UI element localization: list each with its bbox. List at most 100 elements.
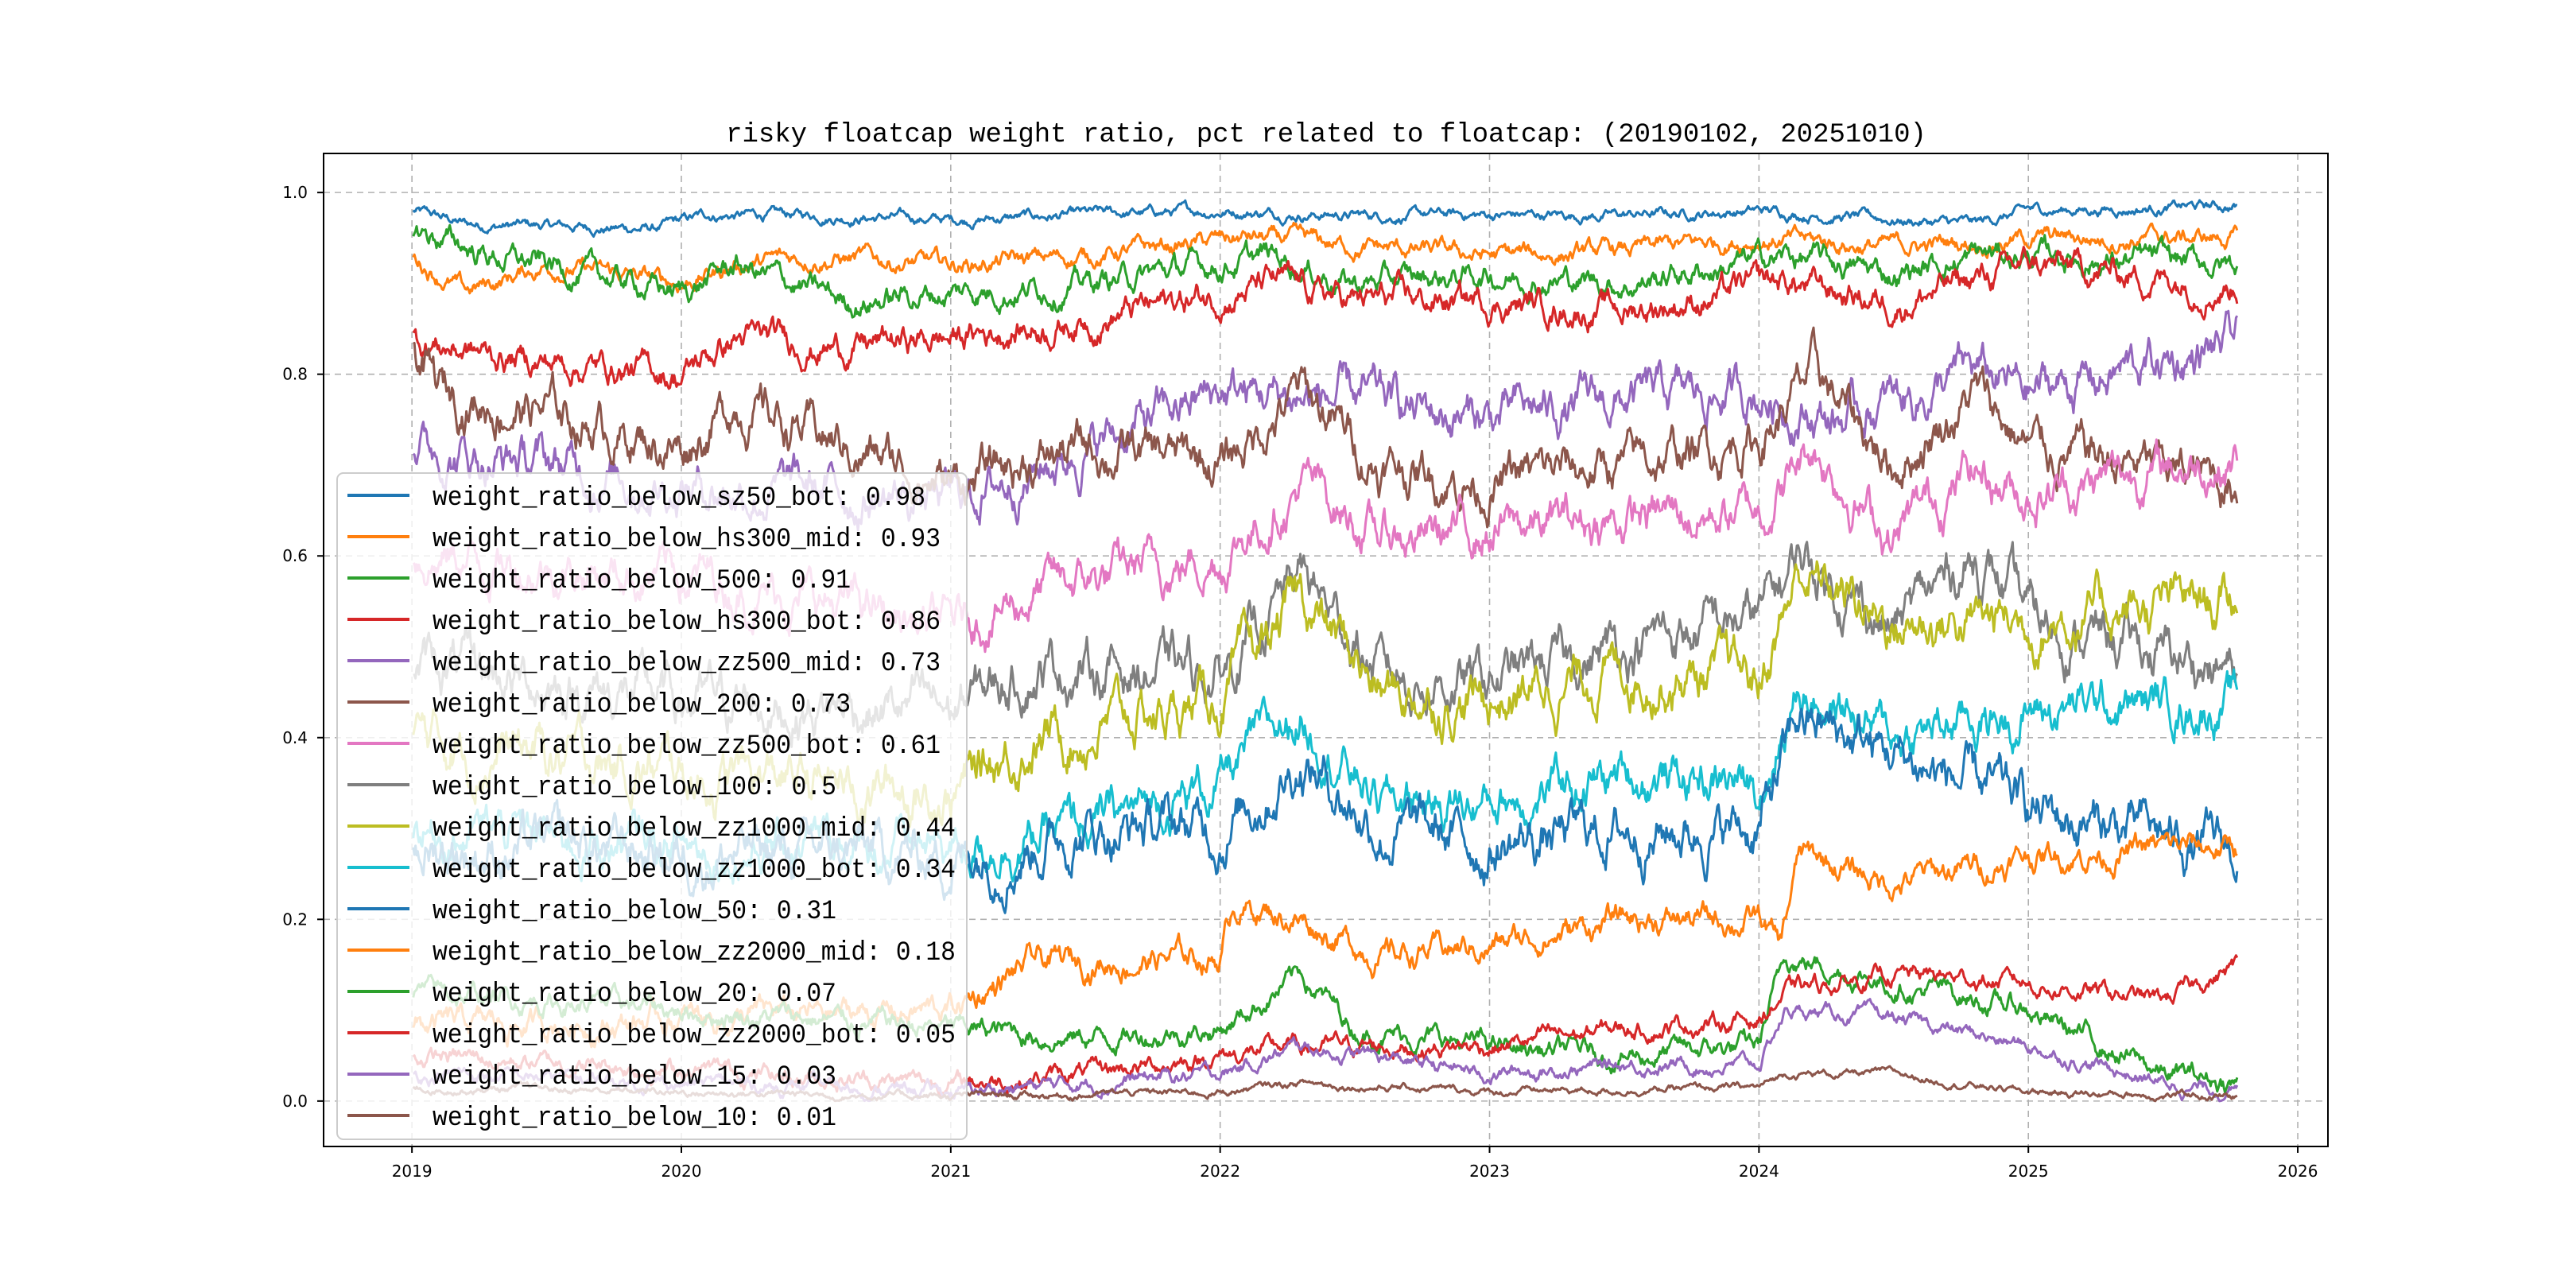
legend-separator: :: [761, 690, 791, 720]
legend-separator: :: [747, 897, 777, 927]
x-tick-label: 2019: [392, 1162, 433, 1181]
legend-label: weight_ratio_below_zz2000_bot: 0.05: [433, 1021, 956, 1051]
series-line-weight-ratio-below-hs300-bot: [412, 246, 2239, 390]
axis-ticks: 2019 2020 2021 2022 2023 2024 2025 2026 0.0 0.2 0.…: [282, 183, 2318, 1181]
legend-label: weight_ratio_below_15: 0.03: [433, 1062, 836, 1092]
y-tick-label: 0.4: [282, 728, 308, 747]
legend-label: weight_ratio_below_20: 0.07: [433, 980, 836, 1010]
legend-box: [336, 472, 968, 1140]
legend-separator: :: [866, 938, 896, 968]
legend-series-value: 0.61: [881, 731, 941, 762]
legend-label: weight_ratio_below_100: 0.5: [433, 773, 836, 803]
legend-series-value: 0.93: [881, 525, 941, 555]
legend-series-name: weight_ratio_below_zz2000_mid: [433, 938, 866, 968]
legend-series-name: weight_ratio_below_100: [433, 773, 762, 803]
y-tick-label: 0.6: [282, 546, 308, 565]
legend-item: weight_ratio_below_zz2000_mid: 0.18: [347, 938, 956, 968]
legend-item: weight_ratio_below_10: 0.01: [347, 1104, 836, 1134]
legend-series-name: weight_ratio_below_200: [433, 690, 761, 720]
x-tick-label: 2026: [2278, 1162, 2318, 1181]
legend: weight_ratio_below_sz50_bot: 0.98weight_…: [336, 472, 968, 1140]
legend-series-name: weight_ratio_below_sz50_bot: [433, 483, 836, 514]
legend-label: weight_ratio_below_10: 0.01: [433, 1104, 836, 1134]
legend-series-name: weight_ratio_below_zz2000_bot: [433, 1021, 866, 1051]
legend-series-value: 0.31: [777, 897, 836, 927]
legend-label: weight_ratio_below_50: 0.31: [433, 897, 836, 927]
legend-item: weight_ratio_below_zz500_mid: 0.73: [347, 649, 941, 679]
legend-item: weight_ratio_below_500: 0.91: [347, 566, 851, 596]
x-tick-label: 2025: [2008, 1162, 2049, 1181]
x-tick-label: 2024: [1739, 1162, 1779, 1181]
legend-separator: :: [747, 1062, 777, 1092]
legend-separator: :: [866, 1021, 896, 1051]
legend-item: weight_ratio_below_hs300_bot: 0.86: [347, 607, 941, 638]
y-tick-label: 0.8: [282, 365, 308, 384]
legend-separator: :: [851, 525, 881, 555]
legend-label: weight_ratio_below_zz2000_mid: 0.18: [433, 938, 956, 968]
legend-series-value: 0.86: [881, 607, 941, 638]
legend-series-name: weight_ratio_below_zz1000_bot: [433, 855, 866, 886]
legend-separator: :: [747, 1104, 777, 1134]
legend-series-value: 0.34: [896, 855, 956, 886]
legend-item: weight_ratio_below_sz50_bot: 0.98: [347, 483, 925, 514]
legend-series-value: 0.91: [791, 566, 851, 596]
legend-label: weight_ratio_below_500: 0.91: [433, 566, 851, 596]
legend-series-value: 0.18: [896, 938, 956, 968]
legend-label: weight_ratio_below_zz1000_bot: 0.34: [433, 855, 956, 886]
legend-separator: :: [866, 855, 896, 886]
legend-separator: :: [747, 980, 777, 1010]
series-line-weight-ratio-below-500: [412, 223, 2239, 319]
legend-item: weight_ratio_below_20: 0.07: [347, 980, 836, 1010]
y-tick-label: 0.2: [282, 910, 308, 929]
legend-label: weight_ratio_below_hs300_mid: 0.93: [433, 525, 941, 555]
legend-item: weight_ratio_below_zz1000_bot: 0.34: [347, 855, 956, 886]
legend-label: weight_ratio_below_sz50_bot: 0.98: [433, 483, 925, 514]
y-tick-label: 0.0: [282, 1092, 308, 1111]
legend-label: weight_ratio_below_zz1000_mid: 0.44: [433, 814, 956, 844]
legend-series-name: weight_ratio_below_zz500_mid: [433, 649, 851, 679]
legend-item: weight_ratio_below_15: 0.03: [347, 1062, 836, 1092]
legend-label: weight_ratio_below_zz500_bot: 0.61: [433, 731, 941, 762]
legend-item: weight_ratio_below_zz2000_bot: 0.05: [347, 1021, 956, 1051]
legend-separator: :: [762, 773, 792, 803]
chart-title: risky floatcap weight ratio, pct related…: [726, 120, 1926, 150]
legend-separator: :: [851, 731, 881, 762]
legend-series-name: weight_ratio_below_50: [433, 897, 747, 927]
legend-label: weight_ratio_below_200: 0.73: [433, 690, 851, 720]
legend-series-value: 0.44: [896, 814, 956, 844]
legend-series-name: weight_ratio_below_zz1000_mid: [433, 814, 866, 844]
legend-series-value: 0.73: [791, 690, 851, 720]
legend-series-value: 0.05: [896, 1021, 956, 1051]
legend-series-value: 0.5: [792, 773, 836, 803]
legend-separator: :: [851, 607, 881, 638]
legend-item: weight_ratio_below_50: 0.31: [347, 897, 836, 927]
legend-series-name: weight_ratio_below_500: [433, 566, 761, 596]
x-tick-label: 2020: [661, 1162, 702, 1181]
legend-label: weight_ratio_below_hs300_bot: 0.86: [433, 607, 941, 638]
x-tick-label: 2021: [930, 1162, 971, 1181]
legend-series-name: weight_ratio_below_20: [433, 980, 747, 1010]
legend-label: weight_ratio_below_zz500_mid: 0.73: [433, 649, 941, 679]
legend-series-name: weight_ratio_below_zz500_bot: [433, 731, 851, 762]
legend-series-value: 0.07: [777, 980, 836, 1010]
legend-separator: :: [761, 566, 791, 596]
x-tick-label: 2022: [1200, 1162, 1240, 1181]
legend-item: weight_ratio_below_hs300_mid: 0.93: [347, 525, 941, 555]
plot-frame: [323, 153, 2329, 1147]
legend-series-value: 0.01: [777, 1104, 836, 1134]
legend-series-value: 0.73: [881, 649, 941, 679]
series-line-weight-ratio-below-200: [412, 326, 2239, 529]
legend-item: weight_ratio_below_200: 0.73: [347, 690, 851, 720]
legend-separator: :: [851, 649, 881, 679]
legend-series-value: 0.03: [777, 1062, 836, 1092]
legend-separator: :: [836, 483, 866, 514]
legend-series-name: weight_ratio_below_hs300_mid: [433, 525, 851, 555]
legend-item: weight_ratio_below_zz1000_mid: 0.44: [347, 814, 956, 844]
y-tick-label: 1.0: [282, 183, 308, 202]
legend-separator: :: [866, 814, 896, 844]
legend-series-name: weight_ratio_below_hs300_bot: [433, 607, 851, 638]
legend-item: weight_ratio_below_zz500_bot: 0.61: [347, 731, 941, 762]
legend-series-value: 0.98: [866, 483, 925, 514]
series-line-weight-ratio-below-sz50-bot: [412, 199, 2238, 238]
